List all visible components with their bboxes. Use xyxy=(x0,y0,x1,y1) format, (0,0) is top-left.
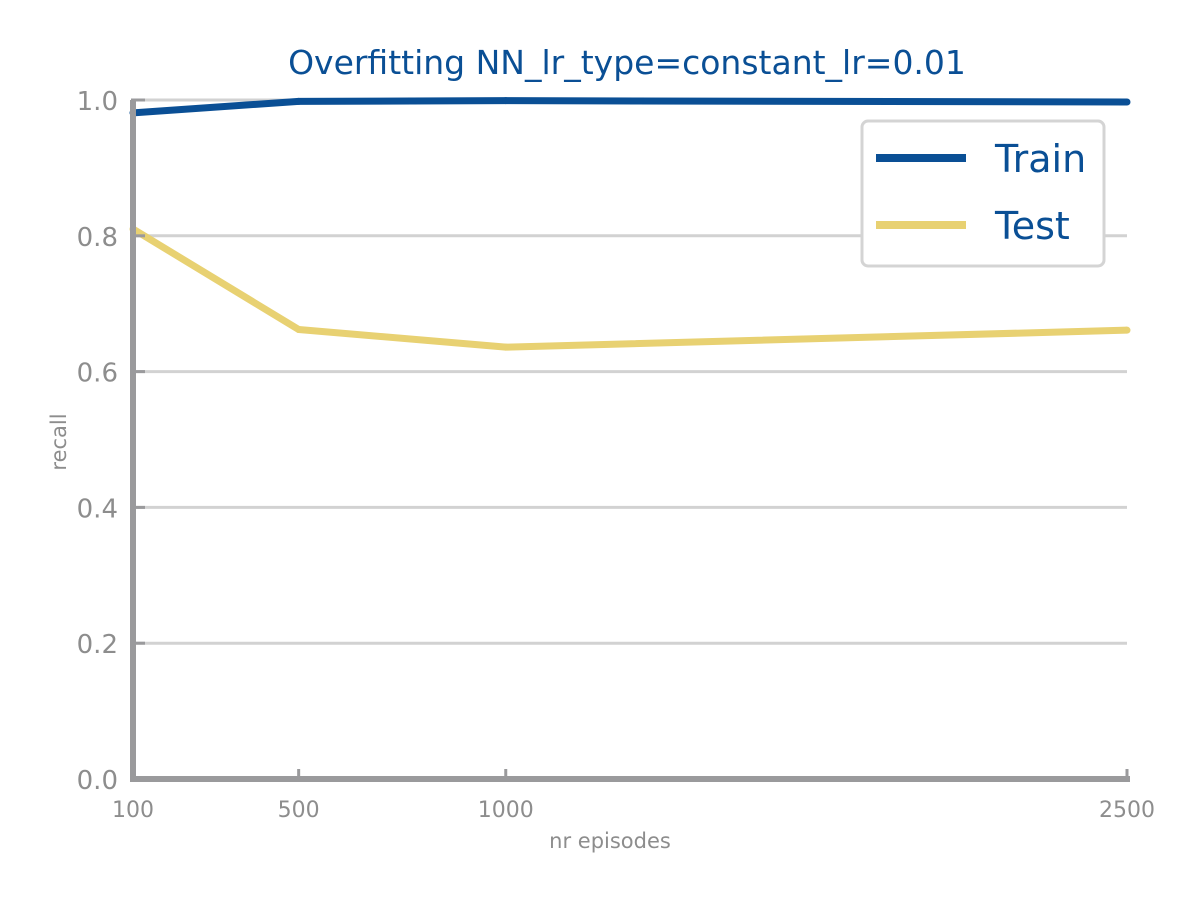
data-point-test xyxy=(1123,326,1131,334)
data-point-train xyxy=(1123,98,1131,106)
x-tick-label: 2500 xyxy=(1099,798,1155,823)
legend-label-train: Train xyxy=(994,137,1086,181)
x-axis-ticks: 100 500 1000 2500 xyxy=(112,769,1155,823)
y-tick-label: 0.8 xyxy=(77,223,118,253)
y-tick-label: 0.6 xyxy=(77,359,118,389)
x-tick-label: 500 xyxy=(278,798,320,823)
data-point-train xyxy=(502,97,510,105)
legend: Train Test xyxy=(860,119,1106,268)
y-axis-ticks: 0.0 0.2 0.4 0.6 0.8 1.0 xyxy=(77,87,145,796)
y-tick-label: 1.0 xyxy=(77,87,118,117)
chart-title: Overfitting NN_lr_type=constant_lr=0.01 xyxy=(288,43,966,82)
y-tick-label: 0.2 xyxy=(77,630,118,660)
y-axis-label: recall xyxy=(47,413,71,470)
data-point-test xyxy=(502,343,510,351)
x-tick-label: 1000 xyxy=(478,798,534,823)
x-axis-label: nr episodes xyxy=(549,829,671,853)
series-line-test xyxy=(131,226,1128,351)
data-point-train xyxy=(295,97,303,105)
x-tick-label: 100 xyxy=(112,798,154,823)
y-tick-label: 0.4 xyxy=(77,494,118,524)
legend-label-test: Test xyxy=(994,204,1070,248)
y-tick-label: 0.0 xyxy=(77,766,118,796)
series-line-train xyxy=(132,97,1128,117)
data-point-test xyxy=(295,326,303,334)
